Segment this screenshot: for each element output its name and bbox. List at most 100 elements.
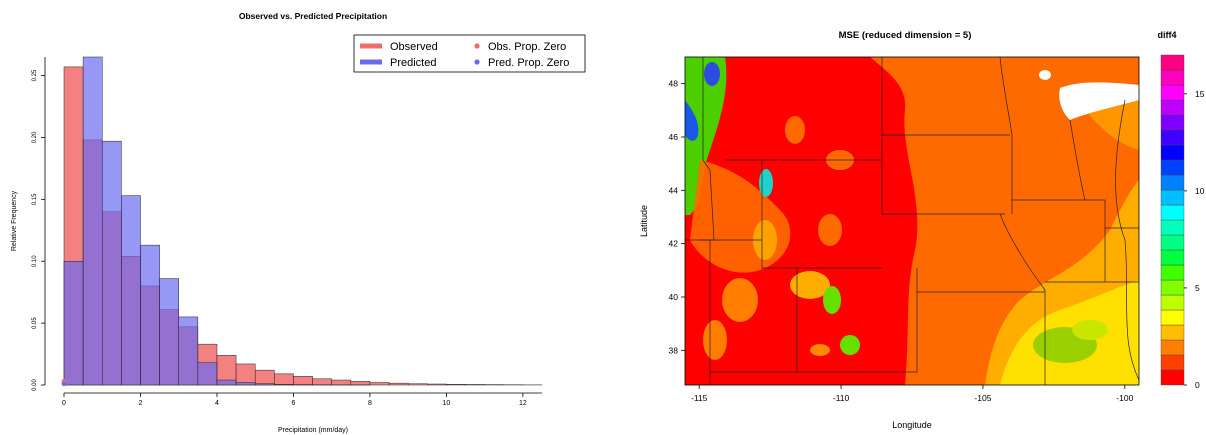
hist-bar-observed-20 xyxy=(446,384,466,386)
legend-label-predicted: Predicted xyxy=(390,57,436,69)
hist-y-label: Relative Frequency xyxy=(11,190,18,251)
hist-bar-predicted-4 xyxy=(140,244,160,386)
hist-bar-predicted-10 xyxy=(254,383,275,386)
colorbar-tick-label-0: 0 xyxy=(1195,380,1200,390)
colorbar-segment-5 xyxy=(1160,294,1185,311)
hist-y-tick-label-3: 0.15 xyxy=(32,193,38,205)
colorbar-segment-1 xyxy=(1160,354,1185,371)
colorbar-segment-2 xyxy=(1160,339,1185,356)
hist-bar-observed-9 xyxy=(235,363,256,386)
legend-marker-obs-zero xyxy=(474,43,480,49)
hist-bar-predicted-11 xyxy=(274,384,294,386)
colorbar-segment-13 xyxy=(1160,174,1185,191)
hist-bar-predicted-8 xyxy=(216,379,237,386)
legend-marker-pred-zero xyxy=(474,59,480,65)
map-x-tick-label-2: -105 xyxy=(974,393,991,403)
hist-y-tick-label-0: 0.00 xyxy=(32,379,38,391)
map-blob-cyan xyxy=(759,169,773,197)
hist-point-1 xyxy=(61,381,67,387)
hist-points xyxy=(61,378,67,387)
colorbar-segment-12 xyxy=(1160,189,1185,206)
map-blob-mid-5 xyxy=(722,278,758,322)
map-state-lines xyxy=(685,57,1139,385)
colorbar-segment-18 xyxy=(1160,99,1185,116)
map-y-tick-label-4: 46 xyxy=(669,132,679,142)
hist-x-ticks: 0 2 4 6 8 10 12 xyxy=(62,393,527,407)
hist-bar-observed-12 xyxy=(293,376,313,386)
map-lake-small xyxy=(1039,70,1051,80)
legend-label-obs-zero: Obs. Prop. Zero xyxy=(488,41,566,53)
hist-bar-predicted-1 xyxy=(82,56,103,386)
colorbar-segment-16 xyxy=(1160,129,1185,146)
map-y-tick-label-2: 42 xyxy=(669,239,679,249)
legend-label-observed: Observed xyxy=(390,41,438,53)
colorbar xyxy=(1160,54,1185,386)
legend-box xyxy=(353,34,586,73)
map-x-tick-label-3: -100 xyxy=(1116,393,1133,403)
hist-bar-observed-15 xyxy=(350,381,371,386)
hist-bar-predicted-3 xyxy=(121,195,141,386)
map-blob-lime-se xyxy=(1072,320,1108,340)
hist-x-tick-label-4: 8 xyxy=(368,400,372,407)
map-region-west-green xyxy=(685,57,727,215)
hist-legend: Observed Predicted Obs. Prop. Zero Pred.… xyxy=(353,34,586,73)
hist-x-tick-label-2: 4 xyxy=(215,400,219,407)
hist-x-tick-label-1: 2 xyxy=(139,400,143,407)
map-blob-mid-2 xyxy=(823,286,841,314)
colorbar-tick-label-1: 5 xyxy=(1195,283,1200,293)
map-y-tick-label-3: 44 xyxy=(669,185,679,195)
map-x-tick-label-1: -110 xyxy=(833,393,850,403)
colorbar-segment-15 xyxy=(1160,144,1185,161)
map-panel: MSE (reduced dimension = 5) xyxy=(639,30,1205,430)
hist-y-tick-label-2: 0.10 xyxy=(32,255,38,267)
colorbar-segment-9 xyxy=(1160,234,1185,251)
colorbar-tick-label-2: 10 xyxy=(1195,186,1205,196)
map-y-tick-label-1: 40 xyxy=(669,292,679,302)
hist-title: Observed vs. Predicted Precipitation xyxy=(239,11,387,21)
hist-bar-predicted-6 xyxy=(178,316,199,386)
hist-y-tick-label-1: 0.05 xyxy=(32,317,38,329)
colorbar-segment-4 xyxy=(1160,309,1185,326)
colorbar-ticks: 0 5 10 15 xyxy=(1184,89,1205,390)
colorbar-segment-20 xyxy=(1160,69,1185,86)
map-y-ticks: 38 40 42 44 46 48 xyxy=(669,79,685,355)
map-y-label: Latitude xyxy=(639,205,649,237)
hist-bar-predicted-2 xyxy=(101,140,122,386)
map-blob-mid-10 xyxy=(703,320,727,360)
map-title: MSE (reduced dimension = 5) xyxy=(839,30,972,41)
hist-bar-predicted-5 xyxy=(159,278,179,386)
map-x-tick-label-0: -115 xyxy=(691,393,708,403)
colorbar-segment-11 xyxy=(1160,204,1185,221)
hist-bar-predicted-7 xyxy=(197,362,218,386)
hist-bar-observed-10 xyxy=(254,369,275,386)
map-y-tick-label-0: 38 xyxy=(669,345,679,355)
map-blob-mid-4 xyxy=(810,344,830,356)
histogram-panel: Observed vs. Predicted Precipitation 0 2 4… xyxy=(11,11,586,434)
colorbar-segment-14 xyxy=(1160,159,1185,176)
colorbar-segment-8 xyxy=(1160,249,1185,266)
colorbar-segment-21 xyxy=(1160,54,1185,71)
map-blob-mid-3 xyxy=(840,335,860,355)
hist-bar-predicted-9 xyxy=(235,382,256,386)
hist-bar-observed-19 xyxy=(427,383,447,386)
legend-label-pred-zero: Pred. Prop. Zero xyxy=(488,57,569,69)
map-blob-mid-9 xyxy=(818,214,842,246)
hist-x-label: Precipitation (mm/day) xyxy=(278,427,348,434)
hist-x-tick-label-3: 6 xyxy=(291,400,295,407)
hist-bar-observed-11 xyxy=(274,373,294,386)
map-y-tick-label-5: 48 xyxy=(669,79,679,89)
hist-y-tick-label-4: 0.20 xyxy=(32,131,38,143)
map-blob-mid-1 xyxy=(790,271,830,299)
hist-bar-observed-14 xyxy=(331,379,352,386)
colorbar-segment-10 xyxy=(1160,219,1185,236)
hist-bar-predicted-0 xyxy=(63,260,84,386)
hist-y-tick-label-5: 0.25 xyxy=(32,69,38,81)
colorbar-segment-6 xyxy=(1160,279,1185,296)
hist-bar-observed-13 xyxy=(312,378,332,386)
hist-x-tick-label-5: 10 xyxy=(443,400,451,407)
hist-x-tick-label-6: 12 xyxy=(519,400,527,407)
map-blob-blue-nw xyxy=(704,62,720,86)
hist-bar-observed-17 xyxy=(388,382,409,386)
hist-bar-observed-18 xyxy=(407,383,428,386)
